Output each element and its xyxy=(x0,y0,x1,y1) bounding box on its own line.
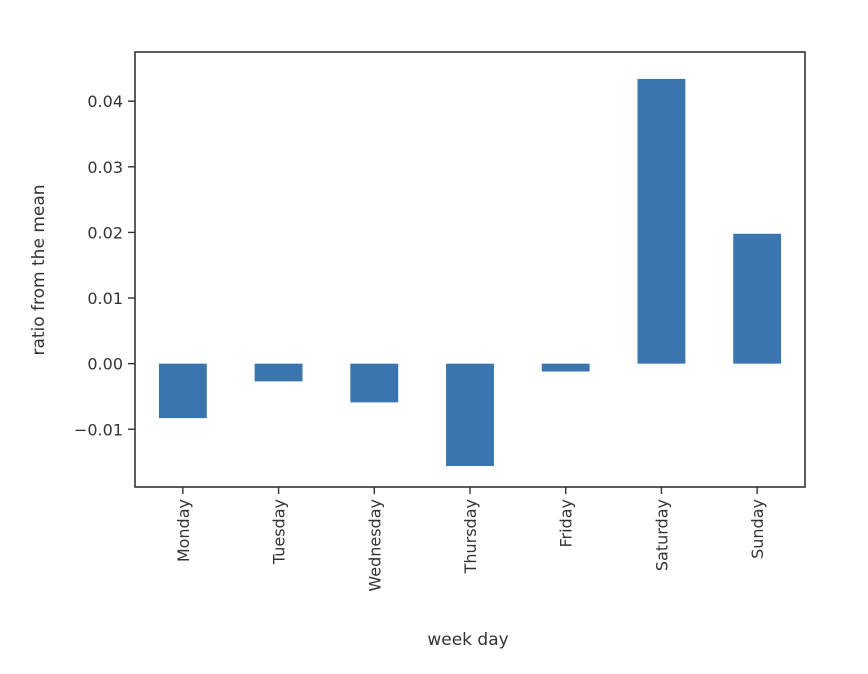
x-tick-label: Friday xyxy=(557,499,576,548)
bar-thursday xyxy=(446,363,494,467)
y-tick-label: 0.01 xyxy=(87,289,123,308)
y-tick-label: 0.02 xyxy=(87,223,123,242)
y-axis-ticks: −0.01 0.00 0.01 0.02 0.03 0.04 xyxy=(74,92,135,439)
bar-sunday xyxy=(733,233,782,364)
x-tick-label: Wednesday xyxy=(365,499,384,592)
x-tick-label: Thursday xyxy=(461,499,480,574)
y-tick-label: 0.04 xyxy=(87,92,123,111)
x-axis-ticks: Monday Tuesday Wednesday Thursday Friday Satu… xyxy=(174,487,767,592)
x-tick-label: Monday xyxy=(174,499,193,562)
x-tick-label: Saturday xyxy=(652,499,671,571)
bar-wednesday xyxy=(350,363,399,403)
y-tick-label: −0.01 xyxy=(74,420,123,439)
x-tick-label: Sunday xyxy=(748,499,767,559)
x-tick-label: Tuesday xyxy=(270,499,289,565)
y-tick-label: 0.03 xyxy=(87,158,123,177)
bar-saturday xyxy=(637,78,686,364)
y-tick-label: 0.00 xyxy=(87,355,123,374)
bar-friday xyxy=(541,363,590,372)
bars xyxy=(158,78,782,467)
bar-tuesday xyxy=(254,363,303,382)
x-axis-label: week day xyxy=(427,630,508,650)
plot-frame xyxy=(134,51,806,488)
y-axis-label: ratio from the mean xyxy=(29,184,49,355)
bar-monday xyxy=(158,363,207,419)
